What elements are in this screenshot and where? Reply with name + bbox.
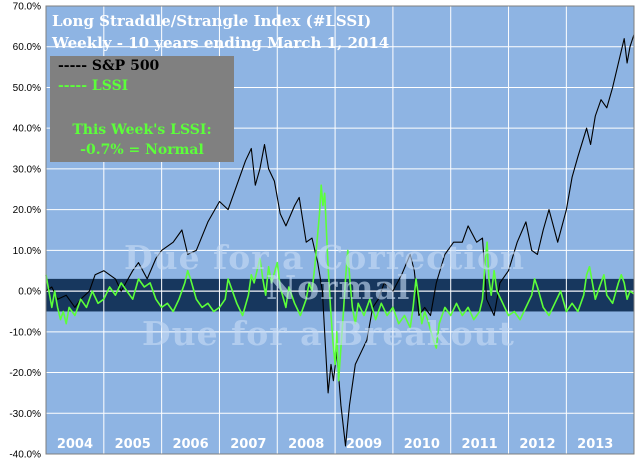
- y-tick-label: 30.0%: [13, 164, 41, 175]
- y-tick-label: -10.0%: [9, 327, 41, 338]
- y-tick-label: -30.0%: [9, 409, 41, 420]
- y-tick-label: 60.0%: [13, 42, 41, 53]
- legend-box: ----- S&P 500 ----- LSSI This Week's LSS…: [50, 56, 234, 162]
- year-label: 2005: [115, 437, 151, 452]
- legend-entry-sp500: ----- S&P 500: [58, 58, 160, 74]
- year-label: 2007: [230, 437, 266, 452]
- this-week-label: This Week's LSSI:: [72, 122, 212, 138]
- legend-entry-lssi: ----- LSSI: [58, 78, 129, 94]
- year-label: 2013: [577, 437, 613, 452]
- year-label: 2008: [288, 437, 324, 452]
- y-tick-label: 40.0%: [13, 124, 41, 135]
- y-tick-label: -20.0%: [9, 368, 41, 379]
- chart-subtitle: Weekly - 10 years ending March 1, 2014: [52, 34, 390, 52]
- plot-border: [45, 5, 635, 455]
- y-tick-label: -40.0%: [9, 450, 41, 461]
- this-week-value: -0.7% = Normal: [80, 142, 204, 158]
- year-label: 2009: [346, 437, 382, 452]
- zone-label-correction: Due for a Correction: [124, 238, 525, 277]
- year-label: 2011: [462, 437, 498, 452]
- series-line-sp500: [45, 34, 635, 447]
- zone-label-breakout: Due for a Breakout: [142, 314, 515, 353]
- year-label: 2012: [519, 437, 555, 452]
- year-label: 2006: [172, 437, 208, 452]
- series-line-lssi: [45, 184, 635, 382]
- y-tick-label: 70.0%: [13, 2, 41, 13]
- y-tick-label: 0.0%: [18, 287, 41, 298]
- zone-label-normal: Normal: [266, 268, 411, 307]
- year-label: 2004: [57, 437, 93, 452]
- y-tick-label: 50.0%: [13, 83, 41, 94]
- y-tick-label: 20.0%: [13, 205, 41, 216]
- year-label: 2010: [404, 437, 440, 452]
- y-tick-label: 10.0%: [13, 246, 41, 257]
- chart-title: Long Straddle/Strangle Index (#LSSI): [52, 12, 372, 30]
